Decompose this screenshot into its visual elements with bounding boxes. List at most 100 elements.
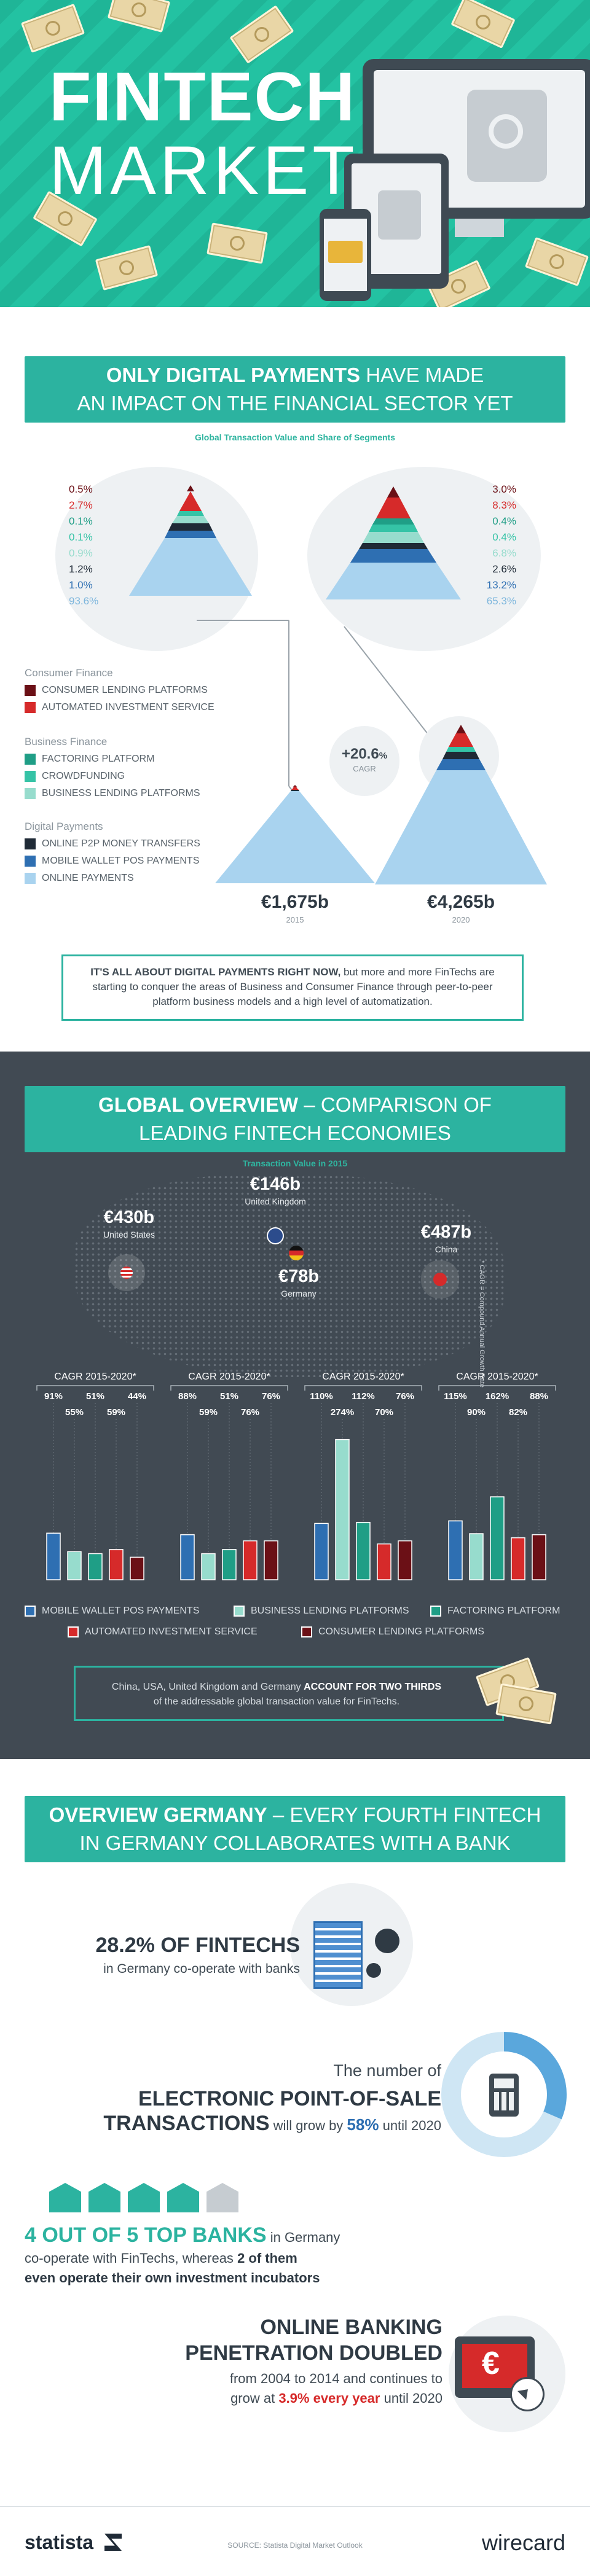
bar [109, 1549, 124, 1580]
country-value: €430b [103, 1208, 155, 1227]
bar [490, 1496, 505, 1580]
section1-chart-subtitle: Global Transaction Value and Share of Se… [195, 432, 395, 442]
cagr-circle [329, 726, 399, 796]
fact4-text2: grow at 3.9% every year until 2020 [230, 2391, 442, 2406]
share-value: 2.7% [69, 499, 93, 511]
country-value: €78b [278, 1267, 320, 1286]
fact2-text: TRANSACTIONS will grow by 58% until 2020 [103, 2112, 441, 2135]
share-value: 0.5% [69, 483, 93, 495]
cagr-heading: CAGR 2015-2020* [54, 1372, 136, 1382]
bar [67, 1551, 82, 1580]
market-pyramid-2020 [375, 725, 547, 884]
country-value: €487b [420, 1222, 472, 1242]
country-name: United States [103, 1230, 155, 1239]
cagr-value: +20.6% [341, 746, 388, 762]
fact3-text: co-operate with FinTechs, whereas 2 of t… [25, 2250, 297, 2266]
country-name: China [435, 1244, 458, 1254]
fact2-headline: ELECTRONIC POINT-OF-SALE [138, 2087, 441, 2110]
statista-logo: statista [25, 2531, 94, 2553]
pos-growth-donut [441, 2032, 567, 2157]
bar [356, 1521, 371, 1580]
share-value: 65.3% [486, 595, 516, 607]
bar [264, 1540, 278, 1580]
cagr-bracket [304, 1385, 422, 1391]
legend-item: FACTORING PLATFORM [25, 751, 200, 768]
bar-value-label: 70% [375, 1407, 393, 1418]
bar [46, 1532, 61, 1580]
legend-swatch [25, 685, 36, 696]
legend-business-finance: Business Finance FACTORING PLATFORM CROW… [25, 736, 200, 802]
country-marker-uk [267, 1227, 284, 1244]
legend-item: MOBILE WALLET POS PAYMENTS [25, 1603, 199, 1619]
country-name: United Kingdom [245, 1196, 306, 1206]
bar [243, 1540, 258, 1580]
legend-consumer-finance: Consumer Finance CONSUMER LENDING PLATFO… [25, 667, 214, 716]
legend-group-title: Business Finance [25, 736, 108, 747]
legend-item: ONLINE P2P MONEY TRANSFERS [25, 835, 200, 853]
legend-item: BUSINESS LENDING PLATFORMS [234, 1603, 409, 1619]
fact1-text: in Germany co-operate with banks [103, 1962, 300, 1976]
fact4-headline1: ONLINE BANKING [260, 2316, 442, 2339]
bar-value-label: 76% [396, 1391, 414, 1402]
section2-chart-subtitle: Transaction Value in 2015 [242, 1158, 348, 1168]
segment-pyramid-2015 [129, 485, 252, 596]
bar [448, 1520, 463, 1580]
legend-item: CONSUMER LENDING PLATFORMS [25, 682, 214, 699]
legend-group-title: Digital Payments [25, 821, 103, 832]
country-name: Germany [281, 1289, 317, 1298]
share-value: 0.4% [492, 515, 516, 527]
fact1-headline: 28.2% OF FINTECHS [95, 1934, 300, 1957]
legend-swatch [25, 754, 36, 765]
legend-item: AUTOMATED INVESTMENT SERVICE [25, 699, 214, 716]
bar [469, 1533, 484, 1580]
fact2-intro: The number of [333, 2061, 441, 2080]
legend-digital-payments: Digital Payments ONLINE P2P MONEY TRANSF… [25, 821, 200, 887]
share-value: 0.1% [69, 515, 93, 527]
bar [377, 1543, 391, 1580]
value-2015: €1,675b [261, 892, 329, 912]
bar [511, 1537, 525, 1580]
connector-lines [197, 620, 431, 793]
legend-item: ONLINE PAYMENTS [25, 870, 200, 887]
cagr-heading: CAGR 2015-2020* [456, 1372, 538, 1382]
section2-header: GLOBAL OVERVIEW – COMPARISON OF LEADING … [25, 1086, 565, 1152]
bar-value-label: 90% [467, 1407, 486, 1418]
legend-swatch [68, 1626, 79, 1637]
bar-value-label: 91% [44, 1391, 63, 1402]
section3-header: OVERVIEW GERMANY – EVERY FOURTH FINTECH … [25, 1796, 565, 1862]
section1-header: ONLY DIGITAL PAYMENTS HAVE MADE AN IMPAC… [25, 356, 565, 423]
pos-terminal-icon [489, 2074, 519, 2117]
bar-value-label: 88% [178, 1391, 197, 1402]
legend-swatch [234, 1606, 245, 1617]
legend-item: CONSUMER LENDING PLATFORMS [301, 1624, 484, 1640]
share-value: 6.8% [492, 547, 516, 559]
bar-value-label: 110% [310, 1391, 333, 1402]
hero-banner: FINTECH MARKET [0, 0, 590, 307]
legend-group-title: Consumer Finance [25, 667, 113, 679]
world-map [74, 1174, 504, 1377]
smartphone-icon [320, 209, 371, 301]
two-thirds-callout: China, USA, United Kingdom and Germany A… [74, 1666, 504, 1721]
bar [532, 1534, 546, 1580]
bank-icon [49, 2183, 81, 2212]
network-node-icon [366, 1963, 381, 1978]
cagr-bracket [170, 1385, 288, 1391]
year-2020: 2020 [452, 915, 470, 924]
share-value: 1.0% [69, 579, 93, 591]
flag-us-icon [120, 1267, 133, 1279]
share-value: 2.6% [492, 563, 516, 575]
legend-swatch [25, 838, 36, 849]
legend-item: AUTOMATED INVESTMENT SERVICE [68, 1624, 258, 1640]
share-value: 1.2% [69, 563, 93, 575]
market-pyramid-2015 [215, 785, 375, 883]
bar [180, 1534, 195, 1580]
bar [398, 1540, 412, 1580]
legend-item: BUSINESS LENDING PLATFORMS [25, 785, 200, 802]
footer: statista SOURCE: Statista Digital Market… [0, 2506, 590, 2576]
bank-building-icon [313, 1921, 363, 1989]
value-2020: €4,265b [427, 892, 495, 912]
bar [335, 1438, 350, 1580]
country-value: €146b [250, 1174, 301, 1194]
share-value: 93.6% [69, 595, 99, 607]
banks-icon-row [49, 2183, 246, 2216]
